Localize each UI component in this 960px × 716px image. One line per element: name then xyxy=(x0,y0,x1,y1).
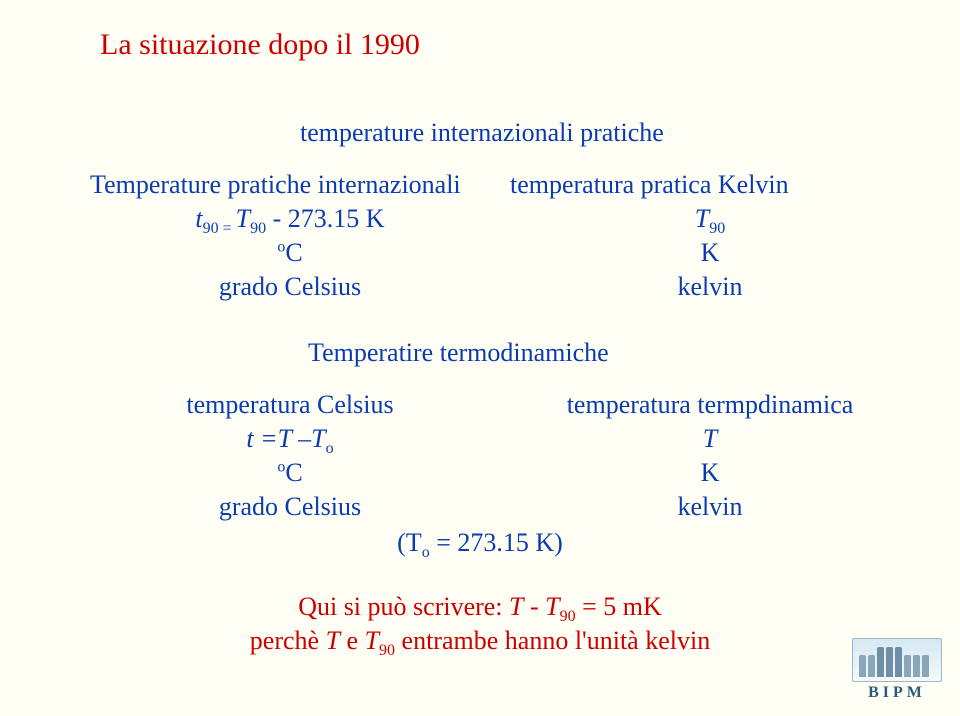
f2-mid: e xyxy=(340,626,365,655)
right1-row3: K xyxy=(510,238,910,272)
right1-row2: T90 xyxy=(510,204,910,238)
bipm-logo-art xyxy=(852,638,942,682)
block-2-right: temperatura termpdinamica T K kelvin xyxy=(510,390,910,526)
f1-pre: Qui si può scrivere: xyxy=(298,592,509,621)
f1-dash: - xyxy=(524,592,546,621)
right2-row3: K xyxy=(510,458,910,492)
C-a: C xyxy=(285,238,302,267)
footer-line-1: Qui si può scrivere: T - T90 = 5 mK xyxy=(0,592,960,626)
left2-row3: oC xyxy=(90,458,490,492)
left2-row2: t =T –To xyxy=(90,424,490,458)
left1-row4: grado Celsius xyxy=(90,272,490,306)
sub-90b: 90 xyxy=(250,220,266,237)
left1-row1: Temperature pratiche internazionali xyxy=(90,170,490,204)
f2-T2: T xyxy=(365,626,379,655)
right2-row4: kelvin xyxy=(510,492,910,526)
section-2-heading: Temperatire termodinamiche xyxy=(308,338,609,368)
left1-row2: t90 = T90 - 273.15 K xyxy=(90,204,490,238)
eq-sign-sub: = xyxy=(219,220,236,237)
f2-post: entrambe hanno l'unità kelvin xyxy=(395,626,710,655)
block-2-left: temperatura Celsius t =T –To oC grado Ce… xyxy=(90,390,490,526)
right1-row1: temperatura pratica Kelvin xyxy=(510,170,910,204)
C-b: C xyxy=(285,458,302,487)
f1-T: T xyxy=(509,592,523,621)
bipm-building-icon xyxy=(859,645,937,677)
sub-90a: 90 xyxy=(203,220,219,237)
slide-title: La situazione dopo il 1990 xyxy=(100,28,420,62)
block-1-right: temperatura pratica Kelvin T90 K kelvin xyxy=(510,170,910,306)
rest-const: - 273.15 K xyxy=(266,204,384,233)
sub-o-a: o xyxy=(326,440,334,457)
footer-line-2: perchè T e T90 entrambe hanno l'unità ke… xyxy=(0,626,960,660)
bipm-logo: BIPM xyxy=(852,638,942,702)
var-T-b: T xyxy=(695,204,709,233)
var-T-a: T xyxy=(236,204,250,233)
var-t: t xyxy=(195,204,202,233)
f2-sub: 90 xyxy=(379,642,395,659)
right2-row1: temperatura termpdinamica xyxy=(510,390,910,424)
eq-t-eq: t =T –T xyxy=(246,424,325,453)
left2-row4: grado Celsius xyxy=(90,492,490,526)
right2-row2: T xyxy=(510,424,910,458)
left2-row1: temperatura Celsius xyxy=(90,390,490,424)
f1-post: = 5 mK xyxy=(576,592,662,621)
paren-pre: (T xyxy=(397,528,422,557)
block-1-left: Temperature pratiche internazionali t90 … xyxy=(90,170,490,306)
f2-T: T xyxy=(326,626,340,655)
sub-90c: 90 xyxy=(709,220,725,237)
sub-o-b: o xyxy=(422,544,430,561)
f1-sub: 90 xyxy=(560,608,576,625)
paren-post: = 273.15 K) xyxy=(430,528,563,557)
var-T-c: T xyxy=(703,424,717,453)
bipm-logo-text: BIPM xyxy=(852,684,942,702)
section-1-heading: temperature internazionali pratiche xyxy=(300,118,664,148)
paren-constant: (To = 273.15 K) xyxy=(0,528,960,562)
right1-row4: kelvin xyxy=(510,272,910,306)
f1-T2: T xyxy=(545,592,559,621)
f2-pre: perchè xyxy=(250,626,326,655)
left1-row3: oC xyxy=(90,238,490,272)
